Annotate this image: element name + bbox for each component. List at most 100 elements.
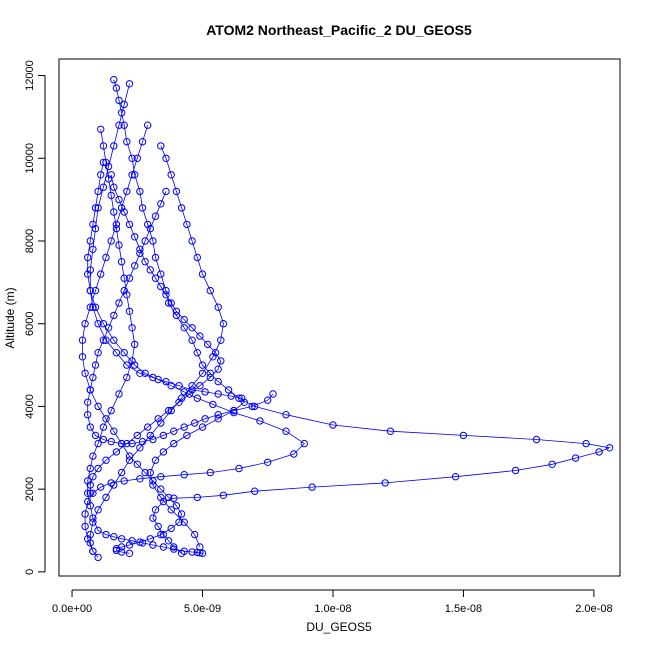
- data-point: [201, 415, 209, 423]
- data-point: [86, 386, 95, 394]
- data-point: [131, 340, 139, 349]
- data-point: [112, 84, 121, 92]
- data-point: [605, 444, 614, 452]
- data-point: [102, 456, 110, 464]
- data-point: [264, 458, 272, 466]
- data-point: [128, 439, 136, 448]
- data-point: [107, 437, 115, 446]
- data-point: [99, 142, 108, 150]
- data-point: [102, 530, 110, 539]
- data-point: [131, 262, 139, 270]
- data-point: [141, 369, 149, 377]
- data-point: [206, 373, 215, 382]
- data-point: [146, 224, 155, 233]
- data-point: [175, 518, 183, 526]
- profile-line: [89, 174, 222, 494]
- data-point: [89, 514, 97, 522]
- data-point: [89, 489, 97, 497]
- data-point: [180, 471, 188, 479]
- data-point: [99, 158, 108, 167]
- data-point: [94, 402, 102, 411]
- data-point: [94, 349, 102, 357]
- data-point: [170, 545, 178, 553]
- data-point: [94, 506, 102, 514]
- data-point: [149, 481, 157, 489]
- data-point: [235, 464, 243, 473]
- data-point: [138, 437, 147, 446]
- data-point: [97, 270, 105, 278]
- data-point: [149, 237, 157, 245]
- data-point: [120, 121, 128, 129]
- data-point: [120, 477, 128, 485]
- data-point: [206, 468, 215, 477]
- profile-series: [81, 158, 308, 555]
- data-point: [99, 423, 108, 431]
- data-point: [128, 537, 136, 545]
- data-point: [164, 406, 173, 415]
- x-axis-label: DU_GEOS5: [306, 620, 372, 634]
- data-point: [151, 456, 160, 464]
- data-point: [548, 460, 556, 468]
- data-point: [112, 224, 121, 233]
- data-point: [595, 448, 603, 456]
- data-point: [451, 473, 460, 481]
- data-point: [204, 340, 212, 349]
- data-point: [94, 464, 102, 473]
- data-point: [128, 171, 136, 179]
- data-point: [188, 386, 196, 394]
- y-tick-label: 2000: [24, 477, 36, 501]
- data-point: [459, 431, 468, 440]
- data-point: [141, 237, 149, 245]
- data-point: [164, 299, 173, 307]
- data-point: [136, 369, 144, 377]
- data-point: [198, 361, 207, 369]
- x-tick-label: 2.0e-08: [575, 603, 612, 615]
- data-point: [117, 548, 126, 556]
- data-point: [110, 481, 118, 489]
- data-point: [238, 394, 246, 402]
- data-point: [89, 452, 97, 460]
- data-point: [94, 204, 102, 212]
- data-point: [91, 431, 100, 440]
- data-point: [149, 373, 157, 382]
- data-point: [94, 320, 102, 328]
- data-point: [112, 546, 121, 555]
- data-point: [162, 187, 170, 196]
- data-point: [164, 493, 173, 502]
- data-point: [117, 258, 126, 266]
- data-point: [110, 142, 118, 150]
- data-point: [386, 427, 395, 435]
- data-point: [185, 390, 194, 398]
- data-point: [149, 435, 157, 444]
- data-point: [94, 553, 102, 562]
- data-point: [115, 195, 123, 204]
- data-point: [120, 349, 128, 357]
- data-point: [159, 431, 168, 440]
- data-point: [89, 473, 97, 481]
- data-point: [172, 502, 181, 510]
- data-point: [183, 431, 191, 440]
- data-point: [198, 369, 207, 377]
- data-point: [206, 286, 215, 295]
- data-point: [157, 493, 165, 502]
- data-point: [112, 448, 121, 456]
- data-point: [123, 361, 131, 369]
- x-tick-label: 0.0e+00: [52, 603, 92, 615]
- data-point: [188, 324, 196, 332]
- data-point: [104, 162, 113, 171]
- data-point: [110, 183, 118, 191]
- data-point: [170, 439, 178, 448]
- data-point: [211, 349, 220, 357]
- data-point: [151, 212, 160, 220]
- data-point: [188, 548, 196, 556]
- data-point: [167, 382, 175, 390]
- data-point: [117, 468, 126, 477]
- data-point: [157, 530, 165, 539]
- data-point: [89, 373, 97, 382]
- plot-frame: [58, 58, 621, 577]
- data-point: [141, 258, 149, 266]
- data-point: [117, 439, 126, 448]
- data-point: [230, 406, 238, 415]
- data-point: [290, 450, 298, 458]
